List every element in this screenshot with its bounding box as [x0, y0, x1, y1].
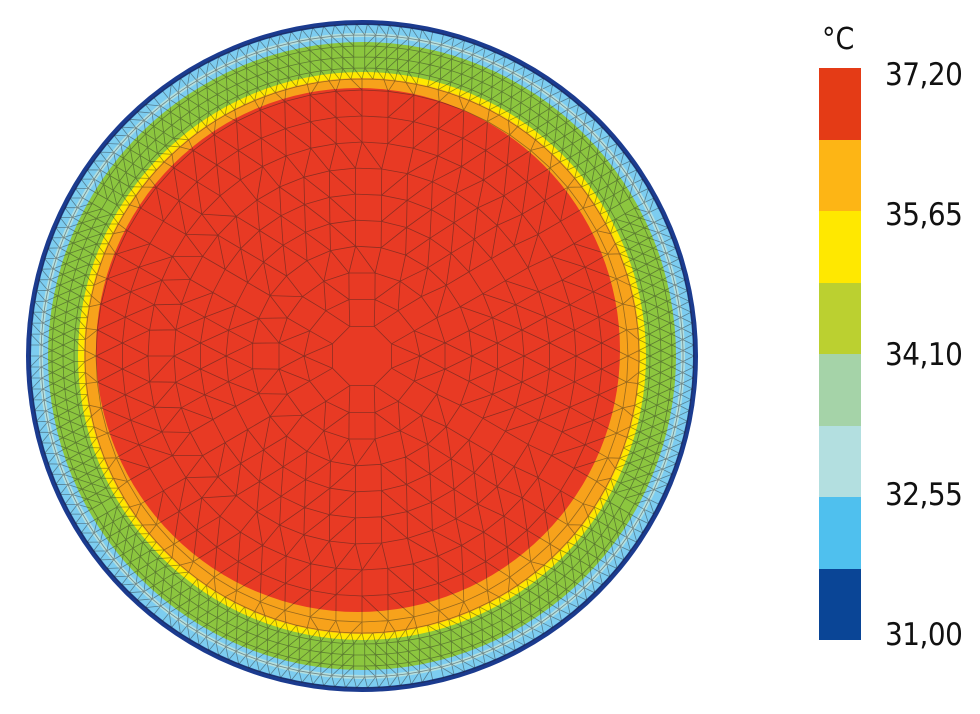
color-band	[819, 139, 861, 211]
legend-tick-min: 31,00	[885, 617, 963, 653]
color-band	[819, 282, 861, 354]
color-band	[819, 354, 861, 426]
color-band	[819, 68, 861, 140]
legend-tick: 34,10	[885, 337, 963, 373]
legend-tick: 35,65	[885, 197, 963, 233]
legend-tick-max: 37,20	[885, 57, 963, 93]
color-band	[819, 568, 861, 640]
mesh-edges	[29, 23, 695, 689]
temperature-rings	[26, 20, 698, 692]
legend-unit: °C	[822, 22, 855, 57]
color-scale-bar	[819, 68, 861, 640]
color-band	[819, 211, 861, 283]
finite-element-mesh	[29, 23, 695, 689]
color-band	[819, 497, 861, 569]
temperature-ring	[96, 88, 620, 612]
legend-tick: 32,55	[885, 477, 963, 513]
color-band	[819, 425, 861, 497]
